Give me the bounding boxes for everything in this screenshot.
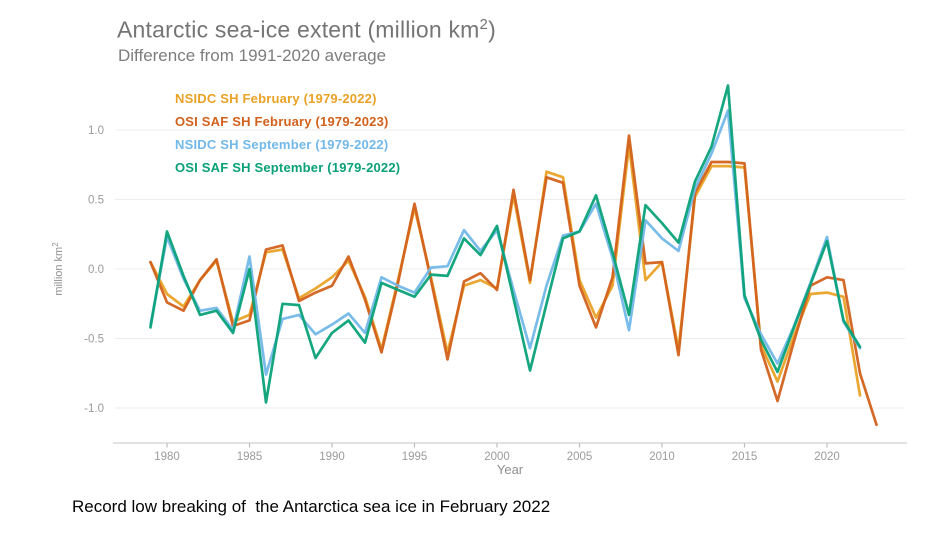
- y-tick-label: -1.0: [84, 403, 104, 415]
- series-line: [149, 84, 862, 404]
- series-line: [149, 134, 878, 427]
- legend-item-osisaf-february: OSI SAF SH February (1979-2023): [175, 114, 389, 129]
- y-tick-label: 0.5: [88, 195, 104, 207]
- x-tick-label: 1990: [319, 451, 345, 463]
- y-axis-title: million km2: [51, 242, 66, 296]
- chart-legend: NSIDC SH February (1979-2022) OSI SAF SH…: [175, 90, 400, 177]
- chart-title-superscript: 2: [479, 16, 489, 33]
- chart-title: Antarctic sea-ice extent (million km2): [117, 16, 496, 44]
- chart-title-text: Antarctic sea-ice extent (million km: [117, 16, 480, 43]
- caption-text: Record low breaking of the Antarctica se…: [72, 497, 551, 516]
- x-tick-label: 2005: [567, 451, 593, 463]
- legend-item-osisaf-september: OSI SAF SH September (1979-2022): [175, 160, 401, 175]
- x-tick-label: 2020: [814, 451, 840, 463]
- x-tick-label: 1985: [237, 451, 263, 463]
- legend-item-nsidc-february: NSIDC SH February (1979-2022): [175, 91, 377, 106]
- y-tick-label: -0.5: [84, 334, 104, 346]
- y-tick-label: 0.0: [88, 264, 104, 276]
- x-tick-label: 1995: [402, 451, 428, 463]
- chart-title-close: ): [488, 16, 496, 43]
- x-tick-label: 2015: [732, 451, 758, 463]
- x-tick-label: 1980: [154, 451, 180, 463]
- x-tick-label: 2000: [484, 451, 510, 463]
- y-tick-label: 1.0: [88, 125, 104, 137]
- x-axis-title: Year: [497, 462, 524, 477]
- legend-item-nsidc-september: NSIDC SH September (1979-2022): [175, 137, 389, 152]
- chart-subtitle: Difference from 1991-2020 average: [118, 46, 387, 65]
- x-tick-label: 2010: [649, 451, 675, 463]
